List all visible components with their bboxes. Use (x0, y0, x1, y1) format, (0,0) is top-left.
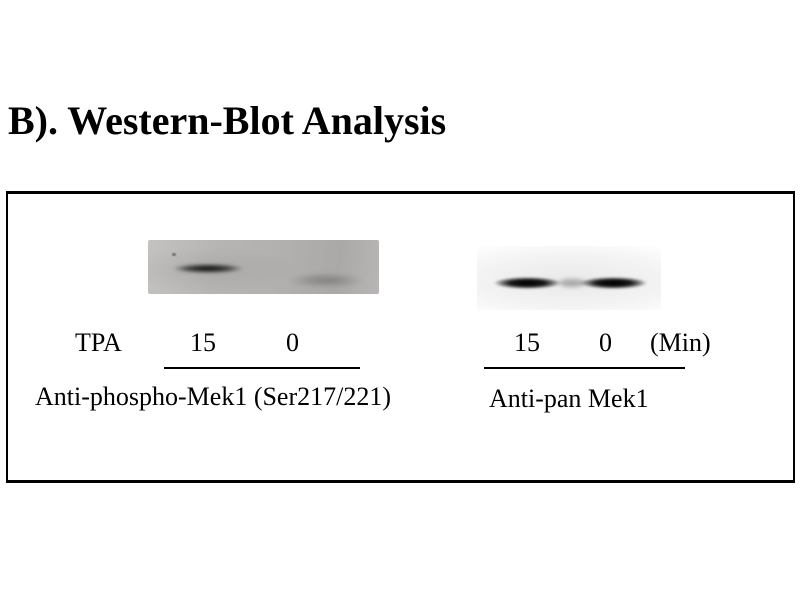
figure-box (6, 191, 795, 483)
phospho-band-15min (160, 262, 256, 275)
right-lane-underline (484, 367, 685, 369)
treatment-label: TPA (75, 328, 122, 357)
left-lane-time-0: 0 (286, 328, 299, 357)
time-unit-label: (Min) (650, 328, 711, 357)
phospho-blot-image (148, 240, 379, 294)
left-lane-time-15: 15 (190, 328, 216, 357)
pan-band-0min (569, 275, 658, 291)
phospho-antibody-label: Anti-phospho-Mek1 (Ser217/221) (35, 382, 392, 411)
figure-title: B). Western-Blot Analysis (8, 98, 447, 143)
blot-artifact-speck (172, 253, 176, 256)
left-lane-underline (164, 367, 360, 369)
right-lane-time-0: 0 (599, 328, 612, 357)
phospho-band-0min-faint (278, 273, 373, 287)
pan-band-15min (483, 275, 572, 291)
pan-blot-image (477, 246, 661, 310)
pan-antibody-label: Anti-pan Mek1 (489, 384, 649, 413)
right-lane-time-15: 15 (514, 328, 540, 357)
